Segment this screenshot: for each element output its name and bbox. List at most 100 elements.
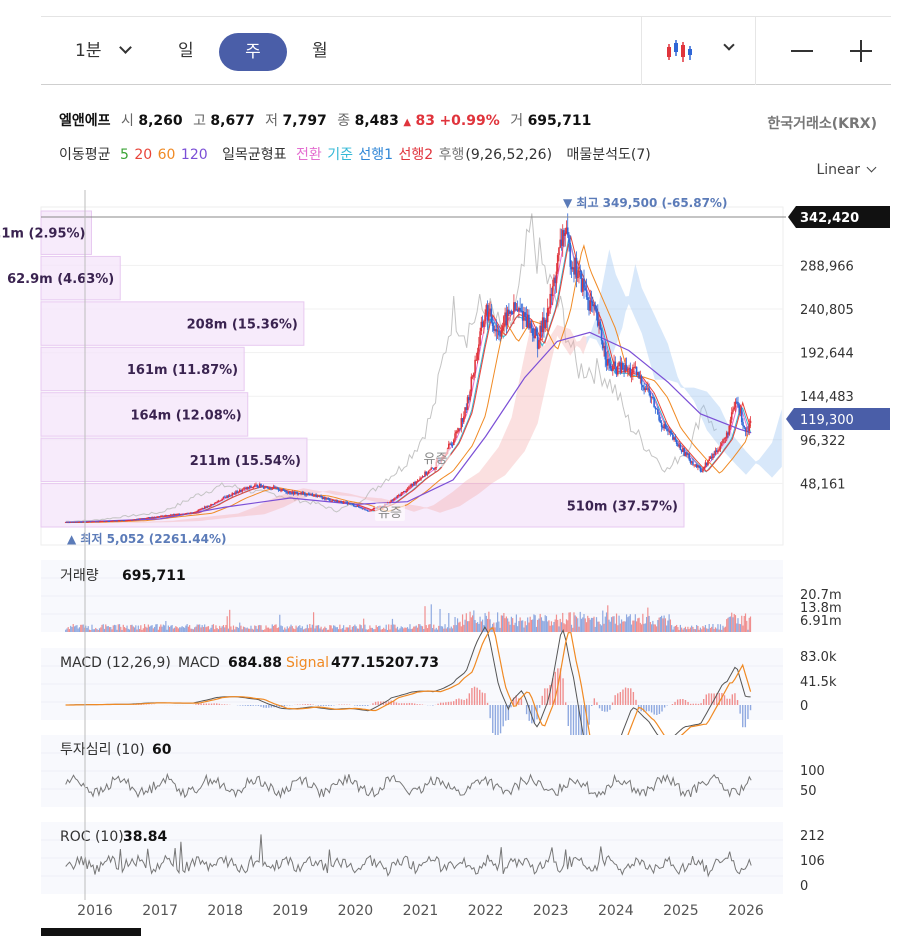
macd-histogram-bar [658, 705, 661, 714]
x-tick-label: 2026 [728, 903, 764, 919]
volume-bar [137, 625, 139, 632]
stock-name: 엘앤에프 [59, 113, 111, 129]
candle-body [682, 448, 684, 452]
candle-body [222, 496, 225, 499]
interval-day-button[interactable]: 일 [178, 17, 194, 85]
exchange-label: 한국거래소(KRX) [767, 116, 877, 132]
up-arrow-icon: ▲ [403, 117, 412, 128]
candlestick-icon[interactable] [665, 36, 695, 66]
volume-bar [287, 628, 290, 632]
macd-histogram-bar [361, 705, 364, 706]
volume-bar [474, 620, 476, 632]
macd-histogram-bar [627, 688, 629, 705]
psychology-pane-title: 투자심리 (10) [60, 742, 145, 758]
volume-bar [613, 616, 615, 632]
scroll-indicator[interactable] [41, 928, 141, 936]
x-tick-label: 2016 [77, 903, 113, 919]
candle-body [117, 520, 120, 522]
volume-bar [509, 624, 511, 632]
volume-bar [179, 627, 181, 632]
volume-bar [126, 625, 128, 632]
macd-histogram-bar [684, 700, 687, 705]
volume-bar [393, 624, 395, 632]
macd-histogram-bar [479, 689, 481, 705]
volume-bar [241, 629, 243, 632]
volume-bar [473, 610, 475, 632]
macd-histogram-bar [372, 703, 374, 705]
volume-bar [91, 624, 93, 632]
volume-bar [701, 629, 703, 632]
volume-bar [326, 629, 328, 632]
candle-body [248, 486, 251, 488]
macd-histogram-bar [611, 702, 614, 705]
candle-body [163, 515, 166, 517]
scale-selector[interactable]: Linear [816, 162, 877, 178]
candle-body [396, 495, 399, 498]
volume-bar [88, 629, 91, 632]
candle-body [571, 267, 574, 270]
candle-body [540, 325, 543, 333]
volume-bar [235, 626, 237, 632]
ma-label[interactable]: 이동평균 [59, 147, 111, 163]
candle-body [81, 521, 83, 523]
candle-body [104, 521, 107, 523]
volume-bar [658, 617, 660, 632]
macd-histogram-bar [359, 705, 361, 706]
volume-bar [281, 626, 283, 632]
volume-bar [135, 625, 137, 632]
volume-bar [379, 625, 381, 632]
candle-body [196, 511, 198, 512]
ichimoku-label[interactable]: 일목균형표 [222, 147, 287, 163]
plus-icon[interactable] [850, 40, 872, 62]
candle-body [177, 513, 180, 515]
macd-histogram-bar [252, 705, 254, 706]
candle-body [329, 499, 331, 501]
candle-body [573, 267, 575, 275]
candle-body [268, 488, 271, 490]
volume-bar [723, 627, 725, 632]
volume-bar [348, 627, 350, 632]
candle-body [178, 513, 181, 515]
interval-week-button[interactable]: 주 [219, 33, 287, 71]
psychology-pane-value: 60 [152, 742, 172, 758]
minus-icon[interactable] [791, 50, 813, 52]
volume-profile-legend[interactable]: 매물분석도(7) [566, 147, 651, 163]
candle-body [290, 493, 292, 495]
ma5-legend: 5 [119, 147, 129, 163]
volume-bar [148, 626, 151, 632]
candle-body [143, 518, 146, 519]
candle-body [710, 456, 713, 459]
candle-body [728, 425, 731, 435]
macd-histogram-bar [567, 705, 569, 726]
volume-bar [299, 625, 301, 632]
volume-bar [353, 625, 355, 632]
volume-bar [229, 609, 231, 632]
volume-bar [72, 624, 74, 632]
candle-body [185, 513, 187, 515]
candle-body [251, 487, 254, 488]
candle-body [739, 409, 742, 413]
volume-bar [125, 628, 127, 632]
volume-bar [580, 618, 583, 632]
candle-body [399, 495, 401, 496]
candle-body [654, 407, 657, 409]
candle-body [727, 432, 729, 435]
candle-body [236, 491, 239, 494]
macd-histogram-bar [205, 703, 208, 705]
volume-bar [592, 617, 594, 632]
candle-body [515, 309, 518, 311]
volume-bar [276, 628, 278, 632]
volume-bar [508, 621, 510, 632]
interval-month-button[interactable]: 월 [312, 17, 328, 85]
candle-body [704, 462, 707, 467]
candle-body [519, 307, 521, 311]
interval-minute-button[interactable]: 1분 [75, 17, 101, 85]
volume-bar [108, 627, 111, 632]
event-marker-bg [374, 503, 405, 521]
volume-bar [354, 624, 356, 632]
candle-body [223, 496, 226, 498]
volume-bar [204, 624, 206, 632]
candle-body [180, 514, 182, 516]
volume-bar [698, 629, 700, 632]
